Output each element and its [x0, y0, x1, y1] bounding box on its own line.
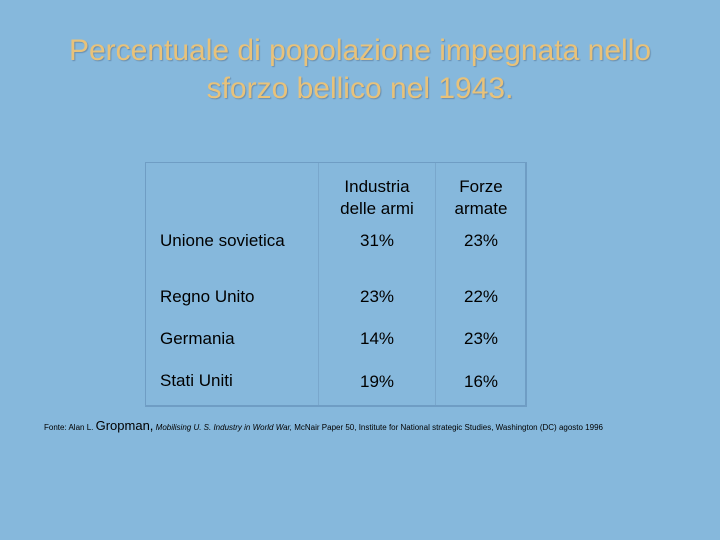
- column-header-industry: Industria delle armi: [319, 163, 435, 233]
- table-cell: 14%: [359, 329, 395, 348]
- row-label: Germania: [160, 329, 235, 348]
- source-footnote: Fonte: Alan L. Gropman, Mobilising U. S.…: [44, 418, 714, 433]
- footnote-author: Gropman,: [95, 418, 154, 433]
- column-divider: [435, 163, 436, 405]
- slide-title: Percentuale di popolazione impegnata nel…: [0, 32, 720, 108]
- column-header-line: delle armi: [340, 199, 414, 218]
- row-label: Stati Uniti: [160, 371, 233, 390]
- row-label: Regno Unito: [160, 287, 255, 306]
- column-header-line: armate: [454, 199, 508, 218]
- table-cell: 23%: [463, 329, 499, 348]
- title-line-1: Percentuale di popolazione impegnata nel…: [68, 34, 652, 67]
- data-table: Industria delle armi Forze armate Unione…: [145, 162, 527, 407]
- footnote-work-title: Mobilising U. S. Industry in World War,: [155, 423, 292, 432]
- title-line-2: sforzo bellico nel 1943.: [206, 72, 514, 105]
- table-cell: 19%: [359, 372, 395, 391]
- table-cell: 23%: [359, 287, 395, 306]
- column-header-line: Industria: [344, 177, 410, 196]
- row-label: Unione sovietica: [160, 231, 285, 250]
- table-cell: 31%: [359, 231, 395, 250]
- column-divider: [318, 163, 319, 405]
- table-cell: 22%: [463, 287, 499, 306]
- footnote-prefix: Fonte: Alan L.: [44, 423, 94, 432]
- table-cell: 23%: [463, 231, 499, 250]
- column-header-armed-forces: Forze armate: [436, 163, 526, 233]
- footnote-details: McNair Paper 50, Institute for National …: [294, 423, 603, 432]
- table-cell: 16%: [463, 372, 499, 391]
- column-header-line: Forze: [459, 177, 503, 196]
